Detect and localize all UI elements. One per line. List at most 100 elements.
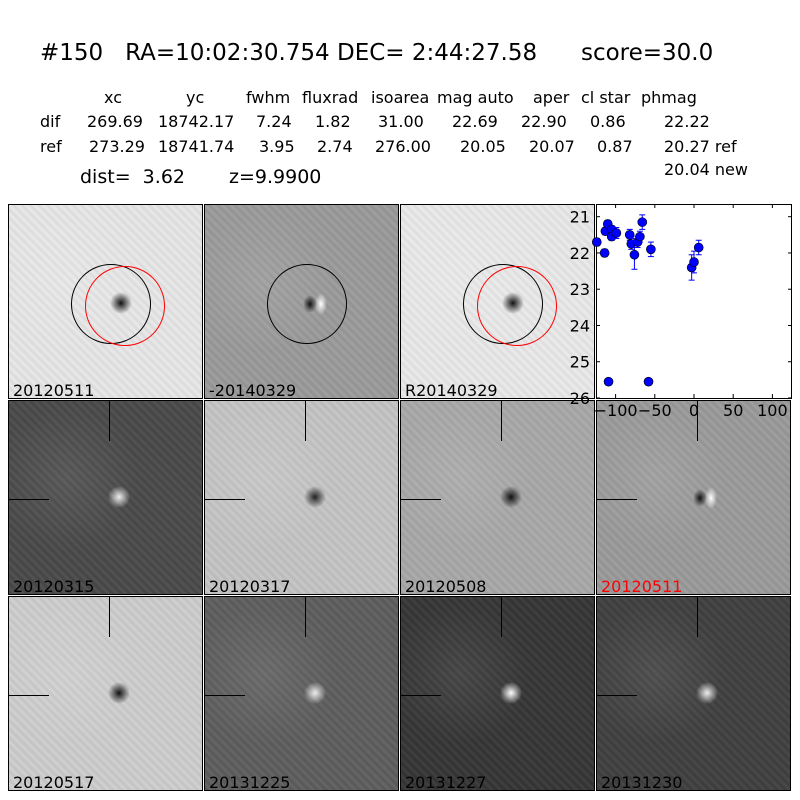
table-cell: 3.95 [259,137,295,156]
crosshair-vertical [697,401,698,441]
crosshair-horizontal [9,499,49,500]
stamp-date-label: -20140329 [209,381,297,399]
table-cell: 20.05 [460,137,506,156]
candidate-title: #150 RA=10:02:30.754 DEC= 2:44:27.58 sco… [40,40,714,66]
data-point [603,376,614,387]
dif-circle [477,266,557,346]
data-point [689,257,699,267]
column-header: phmag [641,88,697,107]
table-cell: 31.00 [378,112,424,131]
crosshair-horizontal [401,499,441,500]
table-cell: 1.82 [315,112,351,131]
crosshair-vertical [305,401,306,441]
table-cell: 273.29 [89,137,145,156]
column-header: aper [533,88,570,107]
stamp-date-label: 20120511 [601,577,683,595]
image-stamp: 20120511 [8,204,203,399]
column-header: xc [104,88,122,107]
table-cell: 0.87 [597,137,633,156]
image-stamp: R20140329 [400,204,595,399]
y-tick-label: 24 [570,316,590,335]
table-cell: 276.00 [375,137,431,156]
y-tick-label: 22 [570,244,590,263]
y-tick-label: 25 [570,353,590,372]
source [107,485,131,509]
magnitude-plot: −100 −50 0 50 100 21 22 23 24 25 26 [570,204,792,420]
crosshair-horizontal [401,695,441,696]
column-header: mag auto [437,88,514,107]
image-stamp: 20120511 [596,400,791,595]
x-tick-label: 50 [723,401,743,420]
crosshair-horizontal [9,695,49,696]
stamp-date-label: 20120317 [209,577,291,595]
y-tick-label: 21 [570,208,590,227]
data-point [693,242,704,253]
table-cell: 7.24 [256,112,292,131]
image-stamp: -20140329 [204,204,399,399]
stamp-date-label: R20140329 [405,381,498,399]
ref-circle [267,264,347,344]
table-cell: 22.22 [664,112,710,131]
image-stamp: 20120508 [400,400,595,595]
column-header: cl star [581,88,631,107]
y-tick-label: 26 [570,389,590,408]
table-cell: 18742.17 [158,112,235,131]
image-stamp: 20131227 [400,596,595,791]
data-point [637,217,648,227]
x-tick-label: −50 [638,401,672,420]
x-tick-label: 100 [757,401,788,420]
table-cell: 2.74 [317,137,353,156]
crosshair-horizontal [205,695,245,696]
data-point [646,244,656,255]
table-cell: 0.86 [590,112,626,131]
source [303,681,327,705]
crosshair-horizontal [597,499,637,500]
table-cell: 269.69 [87,112,143,131]
column-header: isoarea [371,88,430,107]
stamp-date-label: 20120517 [13,773,95,791]
x-tick-label: 0 [689,401,699,420]
row-label: dif [40,112,61,131]
crosshair-horizontal [205,499,245,500]
z-value: z=9.9900 [229,166,322,188]
crosshair-vertical [501,597,502,637]
y-tick-label: 23 [570,280,590,299]
source [499,681,523,705]
image-stamp: 20131225 [204,596,399,791]
dist-value: dist= 3.62 [80,166,185,188]
stamp-date-label: 20131230 [601,773,683,791]
x-tick-label: −100 [594,401,638,420]
row-label: ref [40,137,62,156]
stamp-date-label: 20120315 [13,577,95,595]
dif-circle [85,266,165,346]
source-dark [693,489,707,507]
table-cell: 22.90 [521,112,567,131]
stamp-date-label: 20131227 [405,773,487,791]
image-stamp: 20120517 [8,596,203,791]
table-cell: 18741.74 [158,137,235,156]
table-cell: 20.27 ref [664,137,737,156]
data-point [643,376,654,387]
column-header: fwhm [246,88,291,107]
source-bright [705,487,717,509]
data-point [624,230,635,240]
data-point [629,249,640,260]
source [107,681,131,705]
stamp-date-label: 20131225 [209,773,291,791]
source [499,485,523,509]
data-point [591,237,602,247]
data-point [611,228,622,238]
crosshair-vertical [501,401,502,441]
crosshair-horizontal [597,695,637,696]
image-stamp: 20120317 [204,400,399,595]
stamp-date-label: 20120508 [405,577,487,595]
crosshair-vertical [109,401,110,441]
data-point [599,248,610,258]
table-cell: 20.07 [529,137,575,156]
phmag-new: 20.04 new [664,160,748,179]
column-header: fluxrad [302,88,359,107]
crosshair-vertical [305,597,306,637]
table-cell: 22.69 [452,112,498,131]
source [303,485,327,509]
